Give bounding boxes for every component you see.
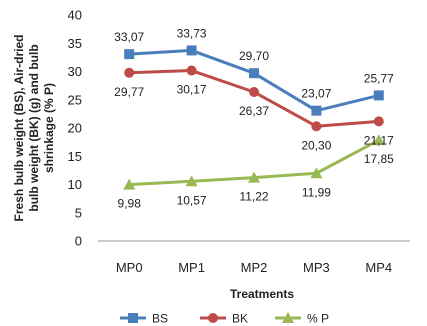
x-tick-label: MP3 [303, 260, 330, 275]
y-tick-label: 10 [68, 177, 82, 192]
x-tick-label: MP4 [365, 260, 392, 275]
data-point [186, 65, 197, 76]
x-axis-title: Treatments [230, 287, 294, 301]
data-label: 20,30 [301, 138, 331, 152]
y-axis-title-line: Fresh bulb weight (BS), Air-dried [12, 35, 26, 222]
data-label: 10,57 [177, 193, 207, 207]
x-tick-label: MP2 [241, 260, 268, 275]
data-point [372, 134, 385, 146]
legend-marker [282, 312, 294, 323]
y-tick-label: 15 [68, 149, 82, 164]
data-label: 33,07 [114, 30, 144, 44]
y-axis-title: Fresh bulb weight (BS), Air-dried bulb we… [12, 35, 56, 222]
data-point [124, 67, 135, 78]
series-layer [123, 45, 385, 190]
y-axis-title-line: bulb weight (BK) (g) and bulb [27, 44, 41, 211]
data-point [310, 167, 323, 179]
x-tick-label: MP1 [178, 260, 205, 275]
data-point [124, 49, 135, 60]
data-label: 29,77 [114, 85, 144, 99]
y-tick-label: 0 [75, 234, 82, 249]
data-point [311, 105, 322, 116]
x-tick-label: MP0 [116, 260, 143, 275]
data-labels: 33,07 33,73 29,70 23,07 25,77 29,77 30,17 26,37… [114, 26, 394, 210]
data-point [373, 116, 384, 127]
data-point [373, 90, 384, 101]
data-point [123, 178, 136, 190]
y-axis-title-line: shrinkage (% P) [42, 83, 56, 173]
y-tick-label: 35 [68, 36, 82, 51]
legend-label: BS [152, 312, 168, 326]
legend-marker [208, 313, 218, 323]
y-tick-label: 5 [75, 205, 82, 220]
data-label: 21,17 [364, 133, 394, 147]
y-tick-label: 20 [68, 121, 82, 136]
legend: BS BK % P [120, 312, 329, 326]
data-label: 9,98 [118, 197, 142, 211]
y-tick-label: 25 [68, 92, 82, 107]
legend-label: % P [307, 312, 329, 326]
data-point [185, 175, 198, 187]
data-point [249, 68, 259, 79]
y-tick-label: 40 [68, 8, 82, 23]
x-axis-ticks: MP0 MP1 MP2 MP3 MP4 [116, 260, 392, 275]
legend-marker [128, 313, 138, 323]
data-point [249, 87, 259, 98]
data-point [311, 121, 322, 132]
data-label: 26,37 [239, 104, 269, 118]
legend-label: BK [232, 312, 248, 326]
data-label: 11,22 [239, 190, 268, 204]
data-label: 30,17 [177, 83, 207, 97]
data-label: 17,85 [364, 152, 394, 166]
data-label: 33,73 [177, 26, 207, 40]
data-label: 23,07 [301, 87, 331, 101]
y-axis-ticks: 0 5 10 15 20 25 30 35 40 [68, 8, 82, 249]
data-label: 29,70 [239, 49, 269, 63]
data-label: 25,77 [364, 71, 394, 85]
y-tick-label: 30 [68, 64, 82, 79]
data-point [186, 45, 197, 56]
data-point [248, 171, 260, 183]
data-label: 11,99 [302, 185, 331, 199]
